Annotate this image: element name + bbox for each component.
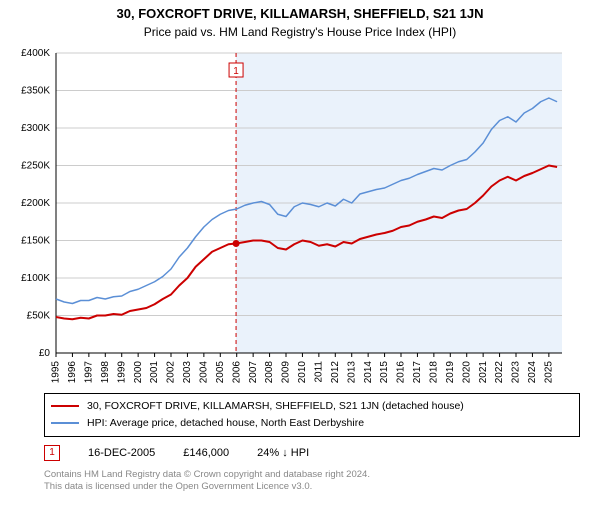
svg-text:1999: 1999 (116, 361, 127, 384)
chart-subtitle: Price paid vs. HM Land Registry's House … (0, 21, 600, 39)
event-date: 16-DEC-2005 (88, 447, 155, 459)
footer: Contains HM Land Registry data © Crown c… (44, 469, 580, 495)
svg-text:2013: 2013 (346, 361, 357, 384)
svg-text:2024: 2024 (527, 361, 538, 384)
svg-text:2019: 2019 (445, 361, 456, 384)
svg-text:2008: 2008 (264, 361, 275, 384)
legend-label-price-paid: 30, FOXCROFT DRIVE, KILLAMARSH, SHEFFIEL… (87, 398, 464, 415)
chart-container: 30, FOXCROFT DRIVE, KILLAMARSH, SHEFFIEL… (0, 0, 600, 530)
svg-text:£100K: £100K (21, 273, 50, 284)
svg-text:2002: 2002 (166, 361, 177, 384)
legend-item-price-paid: 30, FOXCROFT DRIVE, KILLAMARSH, SHEFFIEL… (51, 398, 573, 415)
svg-text:£0: £0 (39, 348, 51, 359)
svg-text:2021: 2021 (478, 361, 489, 384)
legend-label-hpi: HPI: Average price, detached house, Nort… (87, 415, 364, 432)
svg-text:£300K: £300K (21, 123, 50, 134)
line-chart-svg: £0 £50K £100K £150K £200K £250K £300K £350K £400… (10, 47, 570, 387)
svg-text:2012: 2012 (330, 361, 341, 384)
legend-swatch-hpi (51, 422, 79, 424)
svg-text:2023: 2023 (511, 361, 522, 384)
footer-line-2: This data is licensed under the Open Gov… (44, 481, 580, 494)
event-marker-label: 1 (49, 447, 55, 458)
svg-text:2000: 2000 (133, 361, 144, 384)
svg-text:£200K: £200K (21, 198, 50, 209)
svg-text:£150K: £150K (21, 236, 50, 247)
svg-text:2004: 2004 (198, 361, 209, 384)
svg-text:£250K: £250K (21, 161, 50, 172)
svg-text:1996: 1996 (67, 361, 78, 384)
svg-text:1998: 1998 (100, 361, 111, 384)
svg-text:1997: 1997 (83, 361, 94, 384)
chart-area: £0 £50K £100K £150K £200K £250K £300K £350K £400… (10, 47, 590, 387)
svg-text:2009: 2009 (281, 361, 292, 384)
event-marker-box: 1 (44, 445, 60, 461)
legend-item-hpi: HPI: Average price, detached house, Nort… (51, 415, 573, 432)
footer-line-1: Contains HM Land Registry data © Crown c… (44, 469, 580, 482)
legend-swatch-price-paid (51, 405, 79, 407)
svg-text:2016: 2016 (396, 361, 407, 384)
svg-text:2015: 2015 (379, 361, 390, 384)
svg-text:2022: 2022 (494, 361, 505, 384)
legend: 30, FOXCROFT DRIVE, KILLAMARSH, SHEFFIEL… (44, 393, 580, 437)
svg-text:1: 1 (233, 66, 239, 77)
svg-text:£50K: £50K (27, 311, 51, 322)
svg-text:2001: 2001 (149, 361, 160, 384)
svg-text:£400K: £400K (21, 48, 50, 59)
svg-text:2025: 2025 (543, 361, 554, 384)
svg-text:£350K: £350K (21, 86, 50, 97)
svg-text:2018: 2018 (428, 361, 439, 384)
svg-text:2011: 2011 (313, 361, 324, 383)
svg-text:2003: 2003 (182, 361, 193, 384)
svg-text:2020: 2020 (461, 361, 472, 384)
svg-text:2017: 2017 (412, 361, 423, 384)
svg-text:2010: 2010 (297, 361, 308, 384)
event-delta: 24% ↓ HPI (257, 447, 309, 459)
svg-text:1995: 1995 (51, 361, 62, 384)
svg-text:2005: 2005 (215, 361, 226, 384)
chart-title: 30, FOXCROFT DRIVE, KILLAMARSH, SHEFFIEL… (0, 0, 600, 21)
event-row: 1 16-DEC-2005 £146,000 24% ↓ HPI (44, 445, 580, 461)
event-price: £146,000 (183, 447, 229, 459)
svg-text:2014: 2014 (363, 361, 374, 384)
svg-text:2007: 2007 (248, 361, 259, 384)
svg-text:2006: 2006 (231, 361, 242, 384)
